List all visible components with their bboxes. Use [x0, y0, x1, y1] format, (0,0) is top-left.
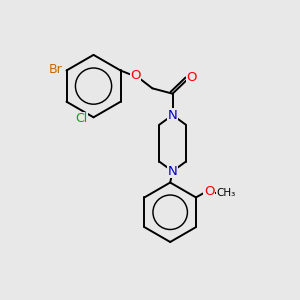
Text: N: N	[168, 109, 177, 122]
Text: O: O	[187, 71, 197, 84]
Text: Cl: Cl	[75, 112, 87, 125]
Text: O: O	[204, 185, 214, 198]
Text: Br: Br	[48, 62, 62, 76]
Text: N: N	[168, 165, 177, 178]
Text: O: O	[130, 69, 141, 82]
Text: CH₃: CH₃	[217, 188, 236, 198]
